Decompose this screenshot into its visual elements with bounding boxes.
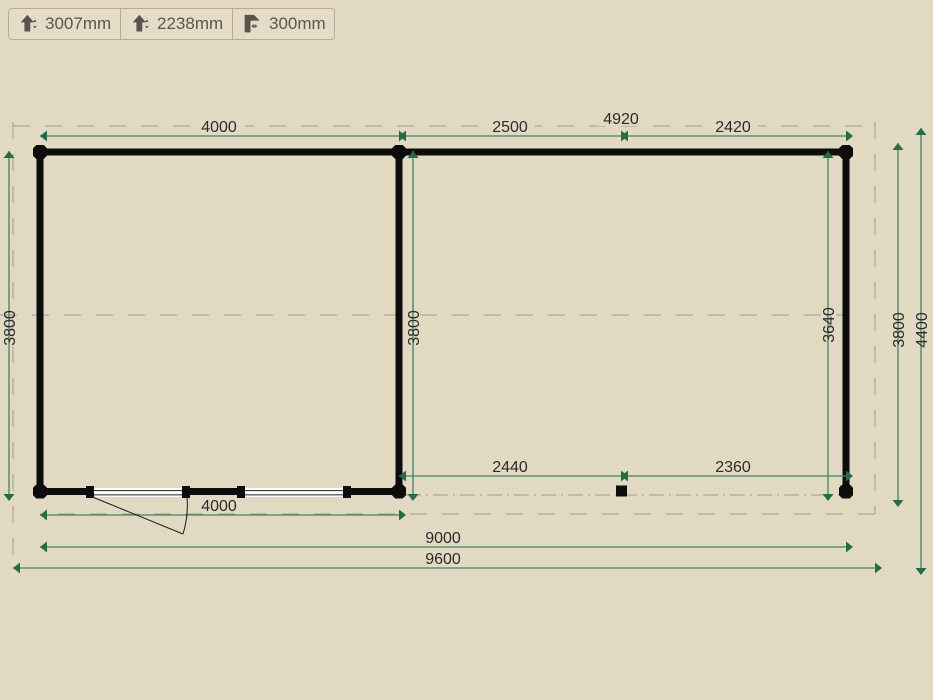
- svg-text:9600: 9600: [425, 551, 461, 568]
- svg-text:4000: 4000: [201, 119, 237, 136]
- svg-text:3800: 3800: [891, 312, 908, 348]
- svg-text:3640: 3640: [821, 307, 838, 343]
- svg-text:2440: 2440: [492, 459, 528, 476]
- svg-text:2420: 2420: [715, 119, 751, 136]
- svg-text:2500: 2500: [492, 119, 528, 136]
- svg-text:9000: 9000: [425, 530, 461, 547]
- svg-text:4920: 4920: [603, 111, 639, 128]
- svg-text:3800: 3800: [2, 310, 19, 346]
- svg-text:2360: 2360: [715, 459, 751, 476]
- svg-text:4000: 4000: [201, 498, 237, 515]
- svg-text:3800: 3800: [406, 310, 423, 346]
- svg-text:4400: 4400: [914, 312, 931, 348]
